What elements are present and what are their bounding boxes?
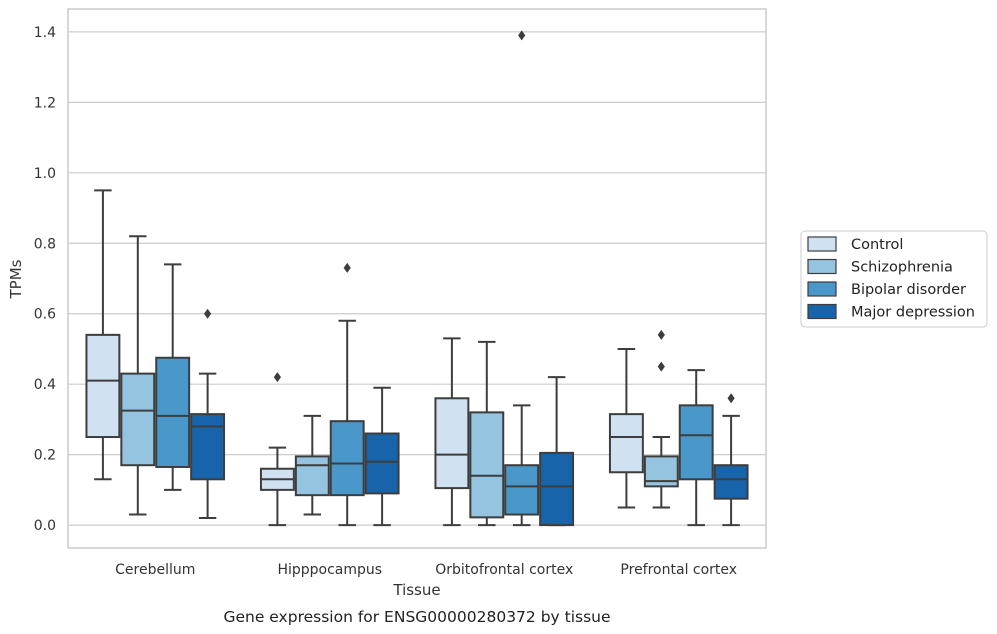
box-layer (85, 30, 749, 527)
box-iqr (469, 411, 505, 519)
box-group (259, 372, 295, 527)
outlier-point (657, 329, 665, 340)
box-iqr (364, 432, 400, 495)
y-tick-label: 0.0 (34, 518, 56, 534)
legend-swatch (807, 236, 837, 252)
x-tick-label: Cerebellum (115, 562, 195, 578)
box-group (539, 376, 575, 527)
outlier-point (518, 30, 526, 41)
box-iqr (504, 464, 540, 516)
box-group (155, 263, 191, 491)
box-iqr (608, 413, 644, 474)
y-axis-label: TPMs (7, 259, 25, 299)
y-tick-label: 1.4 (34, 25, 56, 41)
y-tick-label: 1.0 (34, 166, 56, 182)
box-iqr (713, 464, 749, 500)
box-group (678, 369, 714, 527)
x-tick-label: Orbitofrontal cortex (435, 562, 573, 578)
outlier-point (657, 361, 665, 372)
box-group (294, 414, 330, 516)
box-iqr (190, 413, 226, 481)
box-group (120, 235, 156, 516)
legend-label: Control (851, 237, 903, 253)
y-tick-label: 0.4 (34, 377, 56, 393)
box-group (434, 337, 470, 527)
y-tick-label: 0.6 (34, 307, 56, 323)
legend-swatch (807, 281, 837, 297)
y-tick-label: 0.2 (34, 448, 56, 464)
box-group (504, 30, 540, 527)
box-iqr (678, 404, 714, 481)
box-group (713, 393, 749, 527)
legend-frame (800, 230, 988, 328)
x-tick-label: Hipppocampus (277, 562, 382, 578)
legend-swatch (807, 303, 837, 320)
outlier-point (204, 308, 212, 319)
legend-label: Schizophrenia (851, 260, 953, 276)
box-iqr (329, 420, 365, 497)
box-group (329, 262, 365, 527)
outlier-point (343, 262, 351, 273)
box-iqr (294, 455, 330, 497)
tick-labels: 0.0 0.2 0.4 0.6 0.8 1.0 1.2 1.4 Cerebellum Hipppo… (34, 25, 737, 578)
outlier-point (727, 393, 735, 404)
box-iqr (434, 397, 470, 490)
plot-frame (67, 8, 767, 549)
legend-label: Bipolar disorder (851, 282, 966, 298)
legend-swatch (807, 258, 837, 275)
box-iqr (539, 451, 575, 527)
box-group (608, 347, 644, 509)
x-axis-label: Tissue (392, 581, 440, 599)
box-group (469, 340, 505, 527)
box-group (364, 386, 400, 527)
box-iqr (120, 372, 156, 467)
box-group (190, 308, 226, 520)
outlier-point (273, 372, 281, 383)
y-tick-label: 0.8 (34, 236, 56, 252)
box-iqr (155, 356, 191, 468)
box-group (85, 189, 121, 481)
x-tick-label: Prefrontal cortex (620, 562, 737, 578)
legend: Control Schizophrenia Bipolar disorder Majo… (800, 230, 988, 328)
legend-label: Major depression (851, 305, 975, 321)
box-iqr (85, 333, 121, 439)
y-tick-label: 1.2 (34, 95, 56, 111)
box-group (643, 329, 679, 509)
chart-caption: Gene expression for ENSG00000280372 by t… (223, 608, 610, 626)
